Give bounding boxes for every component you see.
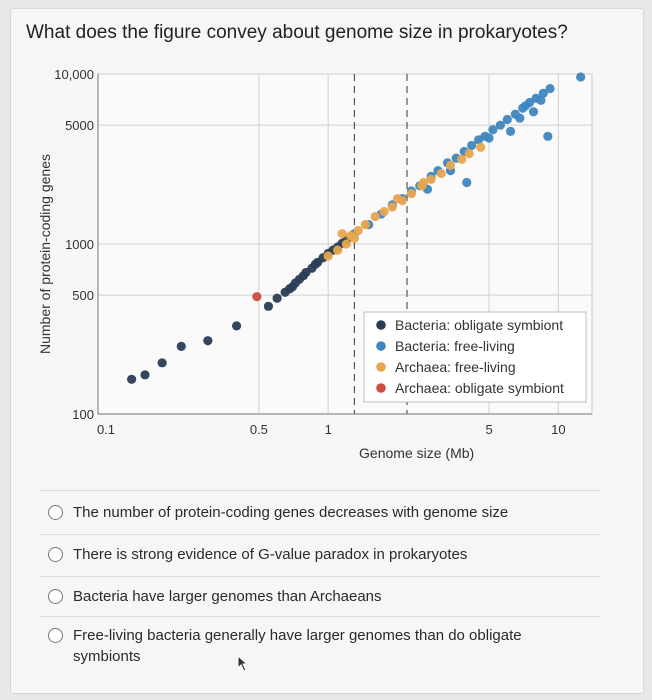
data-point bbox=[263, 301, 274, 311]
data-point bbox=[545, 84, 555, 94]
option-label: There is strong evidence of G-value para… bbox=[73, 546, 468, 563]
legend-label: Archaea: free-living bbox=[395, 359, 516, 375]
data-point bbox=[203, 336, 213, 346]
data-point bbox=[231, 321, 242, 331]
y-tick-label: 1000 bbox=[65, 237, 94, 252]
option-2[interactable]: There is strong evidence of G-value para… bbox=[48, 544, 568, 565]
data-point bbox=[349, 233, 360, 243]
data-point bbox=[341, 239, 352, 249]
radio-button[interactable] bbox=[48, 547, 63, 562]
data-point bbox=[543, 131, 553, 141]
y-tick-label: 10,000 bbox=[54, 67, 94, 82]
data-point bbox=[285, 284, 295, 294]
data-point bbox=[333, 245, 343, 255]
data-point bbox=[272, 293, 282, 303]
data-point bbox=[576, 72, 586, 82]
legend-label: Bacteria: obligate symbiont bbox=[395, 317, 563, 333]
option-label: Bacteria have larger genomes than Archae… bbox=[73, 588, 382, 605]
question-text: What does the figure convey about genome… bbox=[26, 22, 568, 43]
legend-marker bbox=[376, 362, 386, 372]
data-point bbox=[502, 114, 512, 125]
data-point bbox=[360, 220, 370, 230]
data-point bbox=[462, 177, 472, 188]
data-point bbox=[353, 225, 363, 236]
option-4[interactable]: Free-living bacteria generally have larg… bbox=[48, 625, 568, 667]
data-point bbox=[310, 259, 321, 269]
x-tick-label: 5 bbox=[485, 422, 492, 437]
data-point bbox=[495, 120, 506, 130]
data-point bbox=[298, 271, 308, 281]
option-3[interactable]: Bacteria have larger genomes than Archae… bbox=[48, 586, 568, 607]
legend-label: Archaea: obligate symbiont bbox=[395, 380, 564, 396]
option-label: Free-living bacteria generally have larg… bbox=[73, 627, 522, 665]
data-point bbox=[426, 174, 436, 184]
legend-label: Bacteria: free-living bbox=[395, 338, 515, 354]
data-point bbox=[290, 278, 300, 288]
option-divider bbox=[40, 576, 600, 577]
data-point bbox=[538, 88, 548, 98]
radio-button[interactable] bbox=[48, 628, 63, 643]
data-point bbox=[436, 168, 446, 179]
data-point bbox=[419, 177, 429, 188]
data-point bbox=[476, 142, 486, 153]
data-point bbox=[157, 358, 167, 368]
y-tick-label: 100 bbox=[72, 407, 94, 422]
data-point bbox=[528, 107, 539, 117]
x-tick-label: 0.1 bbox=[97, 422, 115, 437]
option-1[interactable]: The number of protein-coding genes decre… bbox=[48, 502, 568, 523]
data-point bbox=[370, 211, 380, 222]
x-axis-label: Genome size (Mb) bbox=[359, 445, 474, 461]
data-point bbox=[488, 125, 498, 135]
radio-button[interactable] bbox=[48, 589, 63, 604]
data-point bbox=[176, 341, 186, 351]
data-point bbox=[520, 101, 531, 111]
data-point bbox=[505, 126, 516, 136]
data-point bbox=[127, 374, 137, 384]
data-point bbox=[337, 229, 347, 239]
legend-marker bbox=[376, 341, 386, 351]
y-tick-label: 500 bbox=[72, 288, 94, 303]
data-point bbox=[445, 160, 456, 170]
y-axis-label: Number of protein-coding genes bbox=[37, 154, 53, 354]
data-point bbox=[457, 154, 467, 164]
legend-marker bbox=[376, 320, 386, 330]
data-point bbox=[467, 140, 477, 151]
data-point bbox=[323, 251, 333, 261]
data-point bbox=[379, 207, 389, 217]
option-divider bbox=[40, 534, 600, 535]
x-tick-label: 1 bbox=[325, 422, 332, 437]
data-point bbox=[536, 95, 546, 105]
x-tick-label: 10 bbox=[551, 422, 565, 437]
data-point bbox=[252, 292, 262, 302]
data-point bbox=[464, 149, 474, 159]
data-point bbox=[392, 193, 403, 204]
legend-box bbox=[363, 311, 587, 403]
data-point bbox=[406, 188, 417, 199]
data-point bbox=[484, 133, 494, 143]
option-divider bbox=[40, 490, 600, 491]
data-point bbox=[515, 113, 525, 123]
option-divider bbox=[40, 616, 600, 617]
x-tick-label: 0.5 bbox=[250, 422, 268, 437]
option-label: The number of protein-coding genes decre… bbox=[73, 504, 509, 521]
y-tick-label: 5000 bbox=[65, 118, 94, 133]
legend-marker bbox=[376, 383, 386, 393]
data-point bbox=[387, 202, 397, 212]
mouse-cursor-icon bbox=[237, 654, 249, 672]
data-point bbox=[140, 370, 150, 380]
radio-button[interactable] bbox=[48, 505, 63, 520]
